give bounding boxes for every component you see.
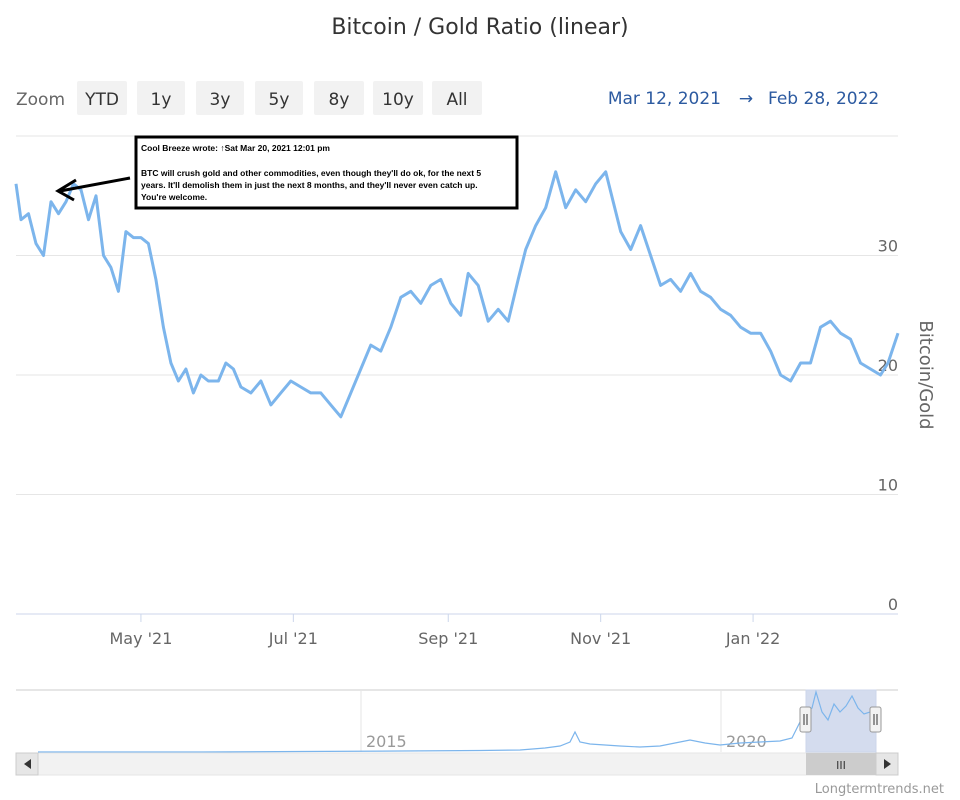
zoom-button-ytd[interactable]: YTD — [77, 81, 127, 115]
zoom-button-label: 3y — [210, 90, 231, 110]
scrollbar-thumb[interactable] — [806, 753, 876, 775]
navigator: 2015 2020 — [16, 689, 898, 753]
zoom-button-3y[interactable]: 3y — [196, 81, 244, 115]
annotation-header: Cool Breeze wrote: ↑Sat Mar 20, 2021 12:… — [141, 143, 330, 153]
zoom-button-label: All — [446, 90, 467, 110]
x-tick-label: Sep '21 — [418, 629, 478, 648]
zoom-button-1y[interactable]: 1y — [137, 81, 185, 115]
zoom-button-8y[interactable]: 8y — [314, 81, 364, 115]
x-axis-ticks: May '21 Jul '21 Sep '21 Nov '21 Jan '22 — [109, 614, 780, 648]
navigator-handle-left[interactable] — [799, 706, 812, 733]
arrow-right-icon — [884, 759, 891, 769]
navigator-label: 2020 — [726, 732, 767, 751]
navigator-series — [38, 711, 806, 753]
x-tick-label: May '21 — [109, 629, 172, 648]
zoom-button-label: 8y — [329, 90, 350, 110]
scrollbar[interactable]: III — [15, 752, 899, 776]
annotation-line: You're welcome. — [141, 192, 207, 202]
range-from[interactable]: Mar 12, 2021 — [608, 89, 721, 109]
zoom-button-label: 5y — [269, 90, 290, 110]
arrow-left-icon — [24, 759, 31, 769]
chart-title: Bitcoin / Gold Ratio (linear) — [331, 15, 628, 40]
navigator-series-selected — [805, 689, 877, 722]
annotation-arrow — [55, 176, 131, 202]
annotation-line: years. It'll demolish them in just the n… — [141, 180, 478, 190]
zoom-button-all[interactable]: All — [432, 81, 482, 115]
x-tick-label: Jul '21 — [268, 629, 318, 648]
y-axis-title: Bitcoin/Gold — [915, 320, 936, 429]
series-line — [14, 170, 900, 419]
zoom-button-label: YTD — [84, 90, 119, 110]
series-group — [14, 170, 900, 419]
y-tick-label: 30 — [878, 237, 898, 256]
annotation-line: BTC will crush gold and other commoditie… — [141, 168, 481, 178]
x-tick-label: Jan '22 — [725, 629, 781, 648]
zoom-button-label: 10y — [382, 90, 414, 110]
x-tick-label: Nov '21 — [570, 629, 631, 648]
zoom-button-5y[interactable]: 5y — [255, 81, 303, 115]
zoom-button-10y[interactable]: 10y — [373, 81, 423, 115]
scrollbar-track[interactable] — [15, 752, 899, 776]
navigator-label: 2015 — [366, 732, 407, 751]
scrollbar-grip: III — [836, 759, 846, 772]
navigator-selection[interactable] — [805, 689, 877, 753]
navigator-handle-right[interactable] — [869, 706, 882, 733]
zoom-button-label: 1y — [151, 90, 172, 110]
credit-link[interactable]: Longtermtrends.net — [815, 782, 944, 797]
zoom-label: Zoom — [16, 90, 65, 110]
range-to[interactable]: Feb 28, 2022 — [768, 89, 879, 109]
y-tick-label: 10 — [878, 476, 898, 495]
annotation: Cool Breeze wrote: ↑Sat Mar 20, 2021 12:… — [55, 135, 519, 210]
y-tick-label: 0 — [888, 595, 898, 614]
annotation-box — [134, 135, 519, 210]
range-arrow: → — [739, 89, 753, 109]
